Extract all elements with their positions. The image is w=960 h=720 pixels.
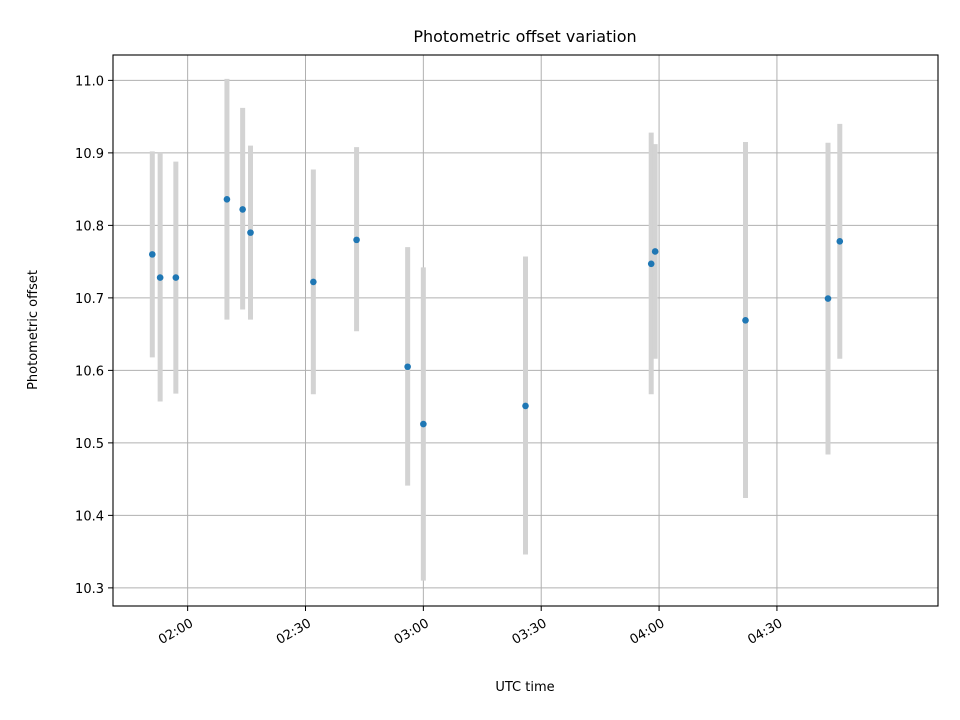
data-point xyxy=(172,274,180,281)
data-point xyxy=(148,251,156,258)
data-point xyxy=(420,420,427,428)
data-point xyxy=(239,206,246,213)
data-point xyxy=(353,236,360,244)
data-points xyxy=(148,195,844,428)
plot-frame xyxy=(112,54,939,607)
data-point xyxy=(824,295,832,302)
data-point xyxy=(310,278,317,286)
data-point xyxy=(247,229,254,236)
data-point xyxy=(836,238,844,245)
y-tick-label: 10.4 xyxy=(75,509,104,524)
y-tick-label: 10.3 xyxy=(75,582,104,597)
x-axis-label: UTC time xyxy=(495,680,554,695)
y-tick-label: 10.6 xyxy=(75,364,104,379)
data-point xyxy=(404,363,411,371)
data-point xyxy=(522,402,529,410)
y-axis-label: Photometric offset xyxy=(26,270,41,390)
chart-title: Photometric offset variation xyxy=(413,27,636,46)
data-point xyxy=(223,195,231,203)
data-point xyxy=(742,317,749,324)
data-point xyxy=(156,274,164,281)
y-tick-label: 10.9 xyxy=(75,147,104,162)
y-tick-label: 10.8 xyxy=(75,219,104,234)
data-point xyxy=(651,248,659,255)
y-axis-ticks: 10.3 10.4 10.5 10.6 10.7 10.8 10.9 11.0 xyxy=(75,74,113,597)
y-tick-label: 11.0 xyxy=(75,74,104,89)
y-tick-label: 10.7 xyxy=(75,292,104,307)
y-tick-label: 10.5 xyxy=(75,437,104,452)
data-point xyxy=(647,260,655,268)
